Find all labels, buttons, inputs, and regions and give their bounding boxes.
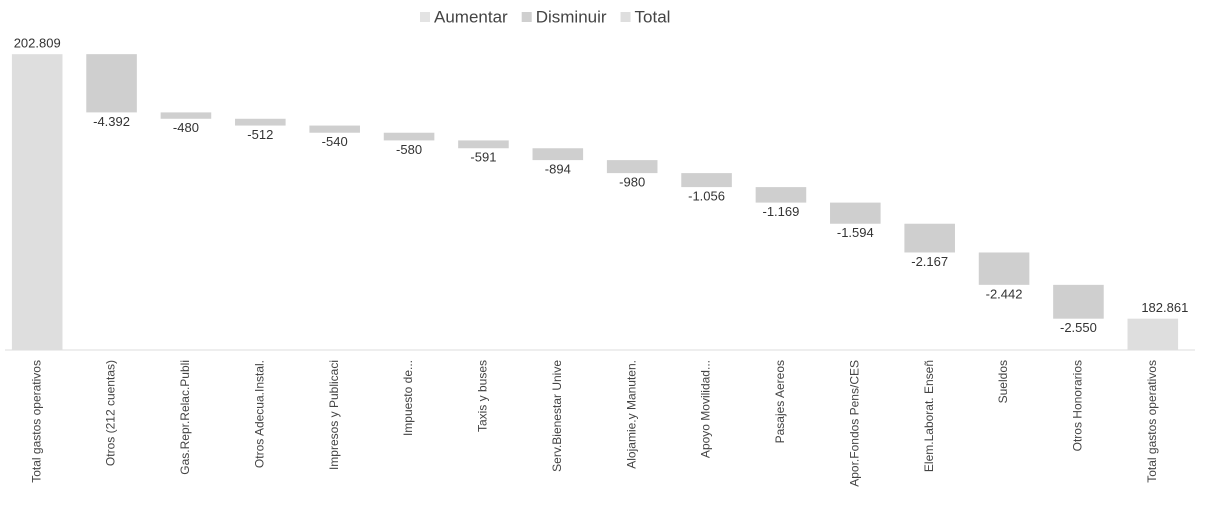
x-tick-label: Elem.Laborat. Enseñ xyxy=(922,360,936,472)
x-tick-label: Alojamie.y Manuten. xyxy=(624,360,638,469)
data-label: -894 xyxy=(545,162,571,177)
data-label: -4.392 xyxy=(93,114,130,129)
data-label: 202.809 xyxy=(14,36,61,51)
change-bar xyxy=(532,148,584,161)
total-bar xyxy=(11,54,63,350)
x-tick-label: Otros (212 cuentas) xyxy=(104,360,118,466)
legend-label: Disminuir xyxy=(536,7,607,26)
x-tick-label: Taxis y buses xyxy=(476,360,490,432)
x-tick-label: Gas.Repr.Relac.Publi xyxy=(178,360,192,475)
x-tick-label: Pasajes Aereos xyxy=(773,360,787,443)
legend-label: Total xyxy=(635,7,671,26)
data-label: -2.167 xyxy=(911,254,948,269)
x-tick-label: Apor.Fondos Pens/CES xyxy=(847,360,861,487)
data-label: -591 xyxy=(470,150,496,165)
change-bar xyxy=(606,160,658,174)
legend-swatch xyxy=(521,12,532,22)
change-bar xyxy=(235,118,286,126)
x-tick-label: Total gastos operativos xyxy=(1145,360,1159,483)
change-bar xyxy=(830,202,881,224)
x-tick-label: Apoyo Movilidad... xyxy=(699,360,713,458)
change-bar xyxy=(755,187,807,203)
data-label: -580 xyxy=(396,142,422,157)
change-bar xyxy=(86,54,137,113)
change-bar xyxy=(978,252,1030,285)
change-bar xyxy=(309,125,360,133)
data-label: -512 xyxy=(247,127,273,142)
data-label: -1.056 xyxy=(688,189,725,204)
data-label: -540 xyxy=(322,134,348,149)
change-bar xyxy=(1053,284,1104,319)
x-tick-label: Otros Adecua.Instal. xyxy=(252,360,266,468)
change-bar xyxy=(904,223,955,253)
legend: Aumentar Disminuir Total xyxy=(420,7,670,26)
x-tick-label: Total gastos operativos xyxy=(29,360,43,483)
data-label: -980 xyxy=(619,175,645,190)
change-bar xyxy=(160,112,212,119)
x-tick-label: Sueldos xyxy=(996,360,1010,403)
legend-swatch xyxy=(620,12,631,22)
x-tick-label: Serv.Bienestar Unive xyxy=(550,360,564,472)
data-label: -2.442 xyxy=(986,286,1023,301)
x-tick-label: Impuesto de... xyxy=(401,360,415,436)
change-bar xyxy=(458,140,509,149)
total-bar xyxy=(1127,318,1179,350)
x-tick-label: Otros Honorarios xyxy=(1071,360,1085,451)
data-label: -1.594 xyxy=(837,225,874,240)
data-label: -1.169 xyxy=(763,204,800,219)
change-bar xyxy=(681,173,732,188)
x-tick-label: Impresos y Publicaci xyxy=(327,360,341,470)
legend-label: Aumentar xyxy=(434,7,508,26)
data-label: 182.861 xyxy=(1141,300,1188,315)
legend-swatch xyxy=(420,12,430,22)
data-label: -480 xyxy=(173,120,199,135)
data-label: -2.550 xyxy=(1060,320,1097,335)
change-bar xyxy=(383,132,435,141)
